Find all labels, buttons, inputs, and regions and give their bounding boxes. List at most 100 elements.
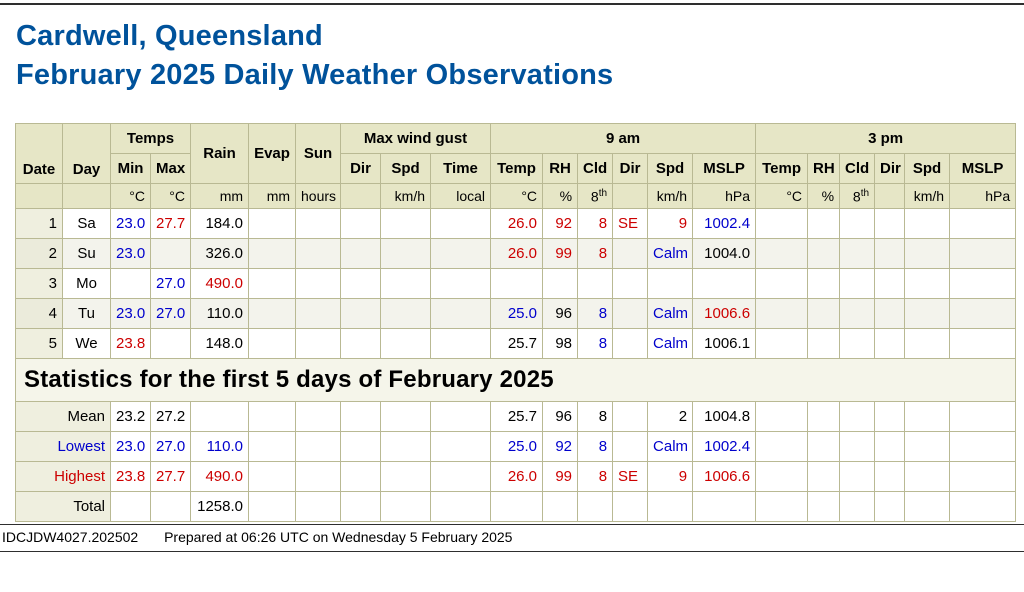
weather-observations-table: Date Day Temps Rain Evap Sun Max wind gu…	[14, 123, 1017, 522]
unit-gust-spd: km/h	[380, 183, 432, 209]
cell-9am-spd: 9	[647, 461, 694, 492]
cell-9am-cld	[577, 491, 614, 522]
cell-9am-rh: 92	[542, 208, 579, 239]
unit-sun: hours	[295, 183, 342, 209]
cell-9am-rh: 96	[542, 401, 579, 432]
unit-3pm-spd: km/h	[904, 183, 951, 209]
date-cell: 1	[15, 208, 63, 239]
cell-3pm-spd	[904, 268, 951, 299]
cell-max	[149, 491, 192, 522]
unit-9am-mslp: hPa	[692, 183, 757, 209]
header-sub-row: Min Max Dir Spd Time Temp RH Cld Dir Spd…	[16, 153, 1017, 184]
cell-max: 27.2	[149, 401, 192, 432]
cell-9am-cld: 8	[577, 298, 614, 329]
col-header-gust-dir: Dir	[340, 153, 382, 184]
unit-3pm-mslp: hPa	[949, 183, 1017, 209]
cell-9am-rh	[542, 268, 579, 299]
date-cell: 3	[15, 268, 63, 299]
unit-min: °C	[110, 183, 151, 209]
date-cell: 4	[15, 298, 63, 329]
cell-min: 23.8	[110, 461, 151, 492]
col-header-9am-cld: Cld	[577, 153, 614, 184]
cell-3pm-spd	[904, 328, 951, 359]
cell-3pm-mslp	[949, 208, 1017, 239]
cell-3pm-mslp	[949, 491, 1017, 522]
cell-9am-mslp: 1004.0	[692, 238, 757, 269]
cell-3pm-dir	[874, 461, 906, 492]
col-header-9am-temp: Temp	[490, 153, 544, 184]
cell-3pm-rh	[807, 268, 841, 299]
cell-3pm-dir	[874, 328, 906, 359]
stats-section-title: Statistics for the first 5 days of Febru…	[14, 358, 1017, 402]
cell-9am-dir	[612, 268, 649, 299]
cell-3pm-dir	[874, 238, 906, 269]
cell-3pm-spd	[904, 208, 951, 239]
cell-9am-dir	[612, 298, 649, 329]
cell-min: 23.8	[110, 328, 151, 359]
cell-max	[149, 238, 192, 269]
okta-base: 8	[852, 188, 861, 205]
date-cell: 5	[15, 328, 63, 359]
unit-9am-rh: %	[542, 183, 579, 209]
cell-9am-rh: 99	[542, 461, 579, 492]
cell-gust-dir	[340, 431, 382, 462]
cell-9am-mslp: 1006.1	[692, 328, 757, 359]
cell-gust-time	[430, 461, 492, 492]
cell-9am-mslp: 1002.4	[692, 431, 757, 462]
cell-9am-rh: 96	[542, 298, 579, 329]
cell-gust-dir	[340, 208, 382, 239]
cell-gust-time	[430, 208, 492, 239]
cell-3pm-spd	[904, 238, 951, 269]
cell-9am-dir	[612, 431, 649, 462]
day-cell: We	[62, 328, 111, 359]
cell-rain: 110.0	[190, 298, 250, 329]
daily-row: 1 Sa 23.0 27.7 184.0 26.0 92 8 SE 9 1002.4	[15, 208, 1017, 239]
cell-max: 27.0	[149, 298, 192, 329]
cell-9am-mslp: 1002.4	[692, 208, 757, 239]
cell-3pm-temp	[755, 268, 809, 299]
cell-9am-dir	[612, 328, 649, 359]
cell-3pm-spd	[904, 401, 951, 432]
cell-gust-dir	[340, 491, 382, 522]
cell-3pm-temp	[755, 431, 809, 462]
cell-min: 23.0	[110, 208, 151, 239]
cell-3pm-temp	[755, 461, 809, 492]
cell-3pm-rh	[807, 208, 841, 239]
stats-row-lowest: Lowest 23.0 27.0 110.0 25.0 92 8 Calm 1002.4	[15, 431, 1017, 462]
footer-top-divider	[0, 524, 1024, 525]
cell-gust-spd	[380, 298, 432, 329]
cell-3pm-rh	[807, 238, 841, 269]
cell-evap	[248, 208, 297, 239]
cell-gust-dir	[340, 328, 382, 359]
cell-sun	[295, 328, 342, 359]
cell-max: 27.7	[149, 208, 192, 239]
cell-9am-mslp	[692, 491, 757, 522]
page-title: Cardwell, Queensland February 2025 Daily…	[16, 17, 1008, 95]
cell-sun	[295, 431, 342, 462]
cell-rain: 148.0	[190, 328, 250, 359]
col-header-3pm-spd: Spd	[904, 153, 951, 184]
cell-3pm-cld	[839, 238, 876, 269]
cell-min: 23.0	[110, 298, 151, 329]
cell-3pm-spd	[904, 491, 951, 522]
cell-gust-spd	[380, 238, 432, 269]
cell-9am-spd: Calm	[647, 238, 694, 269]
cell-3pm-temp	[755, 298, 809, 329]
cell-evap	[248, 328, 297, 359]
stats-row-label: Total	[15, 491, 111, 522]
cell-9am-dir	[612, 238, 649, 269]
cell-gust-spd	[380, 268, 432, 299]
unit-9am-cld: 8th	[577, 183, 614, 209]
unit-blank	[62, 183, 111, 209]
cell-9am-rh: 98	[542, 328, 579, 359]
top-divider	[0, 3, 1024, 5]
cell-3pm-rh	[807, 461, 841, 492]
cell-9am-cld	[577, 268, 614, 299]
cell-3pm-temp	[755, 401, 809, 432]
col-header-9am-spd: Spd	[647, 153, 694, 184]
cell-3pm-mslp	[949, 401, 1017, 432]
cell-9am-dir	[612, 491, 649, 522]
cell-3pm-dir	[874, 491, 906, 522]
cell-rain: 110.0	[190, 431, 250, 462]
unit-9am-temp: °C	[490, 183, 544, 209]
